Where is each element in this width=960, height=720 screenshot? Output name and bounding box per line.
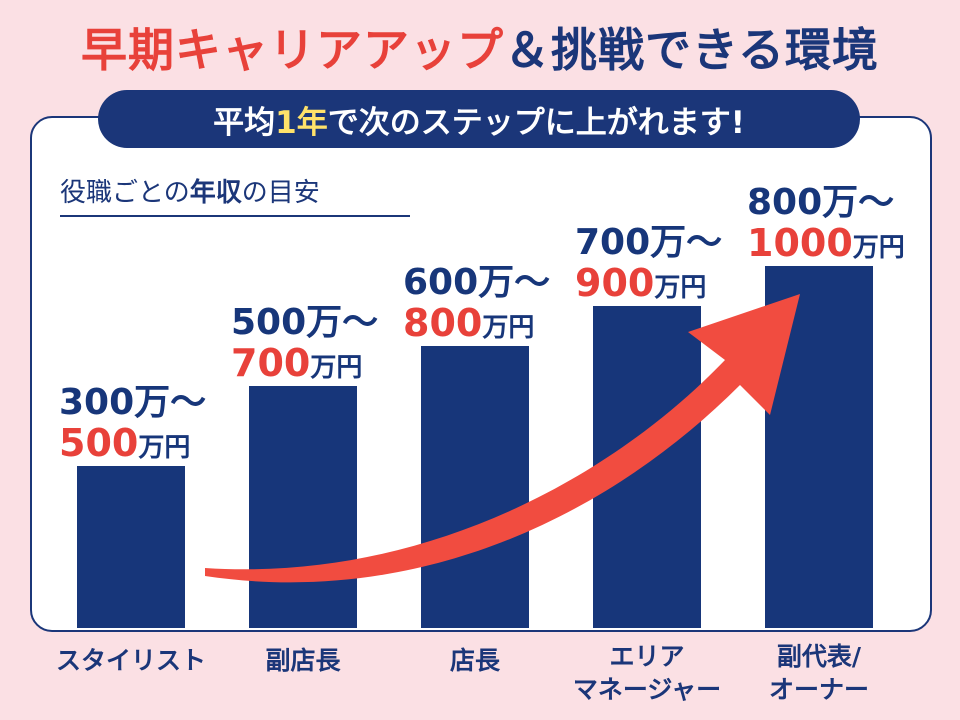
category-label-5: 副代表/オーナー: [768, 642, 869, 704]
banner-pill: 平均 1年 で次のステップに上がれます!: [98, 90, 860, 148]
category-label-2: 副店長: [265, 646, 341, 675]
label-high-5: 1000万円: [747, 221, 905, 265]
label-high-4: 900万円: [575, 261, 706, 305]
label-high-3: 800万円: [403, 301, 534, 345]
bar-2: [249, 386, 357, 628]
bar-3: [421, 346, 529, 628]
label-low-5: 800万～: [747, 182, 894, 223]
page-title: 早期キャリアアップ＆挑戦できる環境: [80, 23, 880, 77]
label-high-1: 500万円: [59, 421, 190, 465]
trend-arrow-icon: [205, 294, 800, 583]
label-low-2: 500万～: [231, 302, 378, 343]
chart-subtitle: 役職ごとの年収の目安: [60, 172, 410, 217]
category-label-4: エリア マネージャー: [572, 642, 722, 704]
label-high-2: 700万円: [231, 341, 362, 385]
category-label-1: スタイリスト: [55, 646, 206, 675]
label-low-1: 300万～: [59, 382, 206, 423]
label-low-4: 700万～: [575, 222, 722, 263]
bar-1: [77, 466, 185, 628]
category-label-3: 店長: [449, 646, 500, 675]
label-low-3: 600万～: [403, 262, 550, 303]
